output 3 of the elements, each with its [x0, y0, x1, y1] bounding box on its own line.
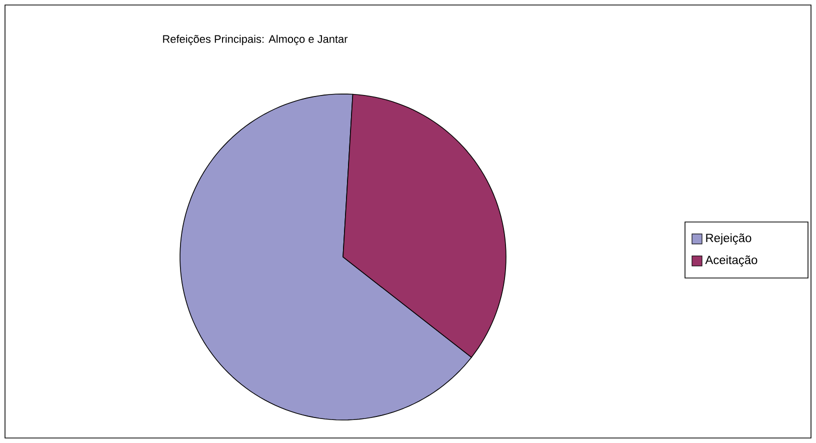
chart-title: Refeições Principais: Almoço e Jantar — [163, 34, 348, 46]
legend-label: Rejeição — [706, 233, 752, 245]
legend-label: Aceitação — [705, 255, 758, 267]
